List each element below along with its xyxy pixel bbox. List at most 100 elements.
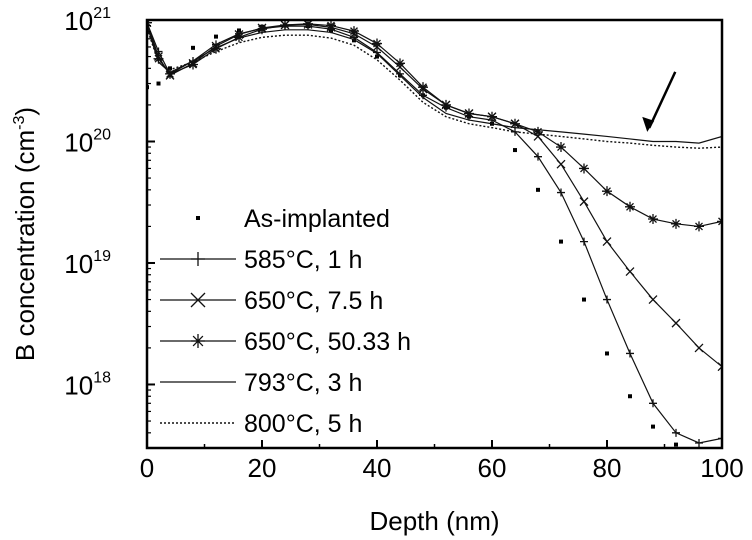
data-point: [534, 152, 542, 161]
data-point: [718, 434, 722, 443]
y-tick-label: 1018: [64, 369, 111, 400]
data-point: [694, 343, 704, 353]
data-point: [165, 68, 175, 79]
data-point: [672, 428, 680, 437]
data-point: [211, 43, 221, 54]
data-point: [257, 24, 267, 35]
data-point: [605, 351, 609, 356]
x-tick-label: 100: [700, 453, 743, 483]
data-point: [625, 201, 635, 212]
legend-item: 650°C, 50.33 h: [160, 328, 411, 356]
data-point: [280, 20, 290, 30]
data-point: [603, 295, 611, 304]
legend-item: 800°C, 5 h: [160, 410, 362, 438]
data-point: [513, 148, 517, 153]
data-point: [674, 442, 678, 447]
y-axis-title-main: B concentration (cm: [10, 130, 40, 361]
data-point: [559, 239, 563, 244]
legend-label: 800°C, 5 h: [244, 410, 362, 438]
data-point: [510, 118, 520, 129]
data-point: [191, 45, 195, 50]
data-point: [602, 237, 612, 247]
data-point: [190, 292, 206, 308]
arrow-annotation: [642, 71, 677, 132]
data-point: [418, 82, 428, 93]
legend-label: 793°C, 3 h: [244, 369, 362, 397]
series-2: [147, 20, 722, 372]
y-axis-title: B concentration (cm-3): [10, 107, 40, 361]
series-line: [147, 28, 722, 149]
y-tick-label: 1019: [64, 248, 111, 279]
data-point: [349, 26, 359, 37]
data-point: [372, 38, 382, 49]
axis-ticks: 0 20 40 60 80 100 1021 1020 1019 1018: [64, 5, 743, 483]
data-point: [536, 187, 540, 192]
data-point: [648, 295, 658, 305]
data-point: [580, 237, 588, 246]
data-point: [628, 394, 632, 399]
legend-label: 650°C, 50.33 h: [244, 328, 411, 356]
legend-label: 650°C, 7.5 h: [244, 287, 383, 315]
data-point: [649, 399, 657, 408]
series-line: [147, 22, 722, 444]
arrow-head: [642, 116, 655, 132]
data-point: [234, 32, 244, 43]
data-point: [326, 20, 336, 31]
data-point: [626, 349, 634, 358]
x-tick-label: 0: [140, 453, 154, 483]
series-3: [147, 20, 722, 232]
x-tick-label: 60: [478, 453, 507, 483]
data-point: [156, 81, 161, 86]
data-point: [651, 424, 655, 429]
data-point: [557, 188, 565, 197]
arrow-shaft: [648, 71, 677, 129]
data-point: [188, 59, 198, 70]
data-point: [487, 111, 497, 122]
data-point: [582, 297, 586, 302]
data-point: [671, 218, 681, 229]
series-5: [147, 28, 722, 149]
y-tick-label: 1020: [64, 126, 111, 157]
legend-item: 585°C, 1 h: [160, 246, 362, 274]
data-point: [441, 99, 451, 110]
legend-label: As-implanted: [244, 205, 390, 233]
y-axis-title-close: ): [10, 107, 40, 116]
x-tick-label: 20: [248, 453, 277, 483]
data-point: [602, 186, 612, 197]
data-point: [579, 197, 589, 207]
x-tick-label: 40: [363, 453, 392, 483]
data-point: [168, 66, 172, 71]
data-point: [695, 438, 703, 447]
data-point: [191, 252, 205, 266]
series-line: [147, 25, 722, 144]
data-point: [196, 216, 200, 220]
data-point: [694, 221, 704, 232]
series-1: [147, 20, 722, 447]
data-point: [717, 362, 722, 372]
y-tick-label: 1021: [64, 5, 111, 36]
data-point: [303, 20, 313, 29]
legend-label: 585°C, 1 h: [244, 246, 362, 274]
data-point: [579, 163, 589, 174]
data-point: [556, 142, 566, 153]
legend-item: As-implanted: [196, 205, 390, 233]
series-4: [147, 25, 722, 144]
data-point: [153, 53, 164, 64]
data-point: [556, 159, 566, 169]
data-point: [395, 58, 405, 69]
data-point: [214, 34, 218, 39]
x-axis-title: Depth (nm): [369, 506, 499, 536]
data-point: [375, 54, 379, 59]
y-axis-title-exp: -3: [11, 116, 28, 130]
plot-content: [147, 20, 722, 447]
data-point: [191, 334, 205, 348]
legend: As-implanted 585°C, 1 h 650°C, 7.5 h 650°C,…: [160, 205, 411, 438]
data-point: [464, 108, 474, 119]
legend-item: 650°C, 7.5 h: [160, 287, 383, 315]
data-point: [671, 318, 681, 328]
series-line: [147, 22, 722, 368]
data-point: [625, 267, 635, 277]
plot-frame: [145, 18, 724, 450]
data-point: [648, 214, 658, 225]
